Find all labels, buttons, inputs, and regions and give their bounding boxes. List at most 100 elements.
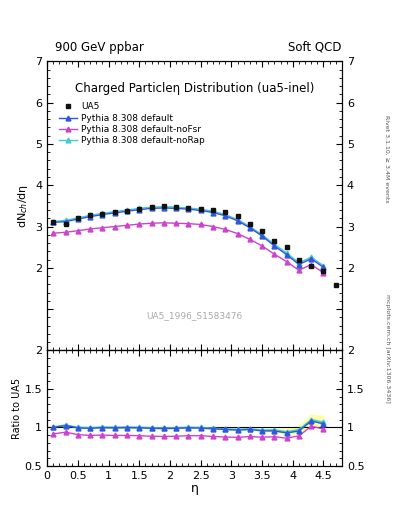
- Pythia 8.308 default: [112, 210, 117, 216]
- X-axis label: η: η: [191, 482, 198, 495]
- Pythia 8.308 default: [198, 207, 203, 214]
- UA5: [75, 215, 80, 221]
- UA5: [198, 206, 203, 212]
- Pythia 8.308 default-noRap: [186, 205, 191, 211]
- Pythia 8.308 default-noRap: [125, 207, 129, 213]
- Pythia 8.308 default-noRap: [284, 250, 289, 256]
- Pythia 8.308 default-noFsr: [248, 236, 252, 242]
- UA5: [63, 221, 68, 227]
- Pythia 8.308 default-noFsr: [198, 221, 203, 227]
- Pythia 8.308 default-noRap: [309, 254, 314, 260]
- Pythia 8.308 default: [162, 205, 166, 211]
- UA5: [186, 205, 191, 211]
- UA5: [297, 258, 301, 264]
- Pythia 8.308 default: [63, 219, 68, 225]
- Pythia 8.308 default-noFsr: [211, 223, 215, 229]
- Pythia 8.308 default: [211, 209, 215, 216]
- Pythia 8.308 default-noFsr: [174, 220, 178, 226]
- Pythia 8.308 default-noRap: [321, 263, 326, 269]
- Pythia 8.308 default: [186, 206, 191, 212]
- Pythia 8.308 default-noRap: [63, 217, 68, 223]
- UA5: [223, 209, 228, 215]
- Pythia 8.308 default: [272, 243, 277, 249]
- Pythia 8.308 default-noFsr: [235, 230, 240, 237]
- Pythia 8.308 default-noRap: [211, 208, 215, 215]
- Pythia 8.308 default-noRap: [223, 211, 228, 218]
- Pythia 8.308 default: [174, 205, 178, 211]
- UA5: [260, 228, 264, 234]
- Text: UA5_1996_S1583476: UA5_1996_S1583476: [147, 311, 242, 320]
- Pythia 8.308 default-noRap: [162, 204, 166, 210]
- Line: UA5: UA5: [51, 203, 338, 288]
- Pythia 8.308 default-noFsr: [321, 270, 326, 276]
- Pythia 8.308 default-noRap: [100, 210, 105, 217]
- Pythia 8.308 default: [260, 233, 264, 239]
- Text: Soft QCD: Soft QCD: [288, 41, 342, 54]
- Pythia 8.308 default-noRap: [260, 232, 264, 238]
- Pythia 8.308 default: [88, 214, 92, 220]
- Pythia 8.308 default-noRap: [51, 219, 56, 225]
- Legend: UA5, Pythia 8.308 default, Pythia 8.308 default-noFsr, Pythia 8.308 default-noRa: UA5, Pythia 8.308 default, Pythia 8.308 …: [57, 101, 207, 147]
- Pythia 8.308 default: [284, 251, 289, 258]
- Pythia 8.308 default-noFsr: [284, 259, 289, 265]
- UA5: [235, 213, 240, 219]
- UA5: [272, 238, 277, 244]
- UA5: [125, 208, 129, 214]
- Text: 900 GeV ppbar: 900 GeV ppbar: [55, 41, 144, 54]
- Pythia 8.308 default: [223, 212, 228, 219]
- Pythia 8.308 default-noFsr: [223, 226, 228, 232]
- Pythia 8.308 default: [75, 216, 80, 222]
- Line: Pythia 8.308 default: Pythia 8.308 default: [51, 205, 326, 270]
- Pythia 8.308 default-noRap: [75, 215, 80, 221]
- UA5: [284, 244, 289, 250]
- Pythia 8.308 default-noFsr: [260, 243, 264, 249]
- UA5: [137, 206, 141, 212]
- Text: Charged Particleη Distribution (ua5-inel): Charged Particleη Distribution (ua5-inel…: [75, 81, 314, 95]
- UA5: [321, 268, 326, 274]
- Pythia 8.308 default: [309, 255, 314, 262]
- Pythia 8.308 default-noRap: [235, 217, 240, 223]
- Pythia 8.308 default-noFsr: [162, 220, 166, 226]
- Text: Rivet 3.1.10, ≥ 3.4M events: Rivet 3.1.10, ≥ 3.4M events: [385, 115, 389, 203]
- Pythia 8.308 default: [51, 219, 56, 225]
- UA5: [174, 204, 178, 210]
- UA5: [112, 209, 117, 215]
- Pythia 8.308 default-noFsr: [88, 226, 92, 232]
- Pythia 8.308 default-noRap: [248, 223, 252, 229]
- UA5: [51, 219, 56, 225]
- Text: mcplots.cern.ch [arXiv:1306.3436]: mcplots.cern.ch [arXiv:1306.3436]: [385, 294, 389, 402]
- Pythia 8.308 default: [149, 205, 154, 211]
- UA5: [248, 221, 252, 227]
- UA5: [309, 263, 314, 269]
- UA5: [162, 203, 166, 209]
- UA5: [100, 211, 105, 217]
- Pythia 8.308 default-noFsr: [63, 229, 68, 236]
- Pythia 8.308 default-noRap: [88, 212, 92, 219]
- Line: Pythia 8.308 default-noFsr: Pythia 8.308 default-noFsr: [51, 220, 326, 275]
- Pythia 8.308 default-noFsr: [309, 262, 314, 268]
- Pythia 8.308 default-noFsr: [125, 222, 129, 228]
- Pythia 8.308 default-noRap: [149, 204, 154, 210]
- Pythia 8.308 default-noFsr: [297, 267, 301, 273]
- Pythia 8.308 default: [248, 225, 252, 231]
- UA5: [211, 207, 215, 213]
- Pythia 8.308 default-noRap: [112, 208, 117, 215]
- Pythia 8.308 default-noFsr: [51, 230, 56, 236]
- Line: Pythia 8.308 default-noRap: Pythia 8.308 default-noRap: [51, 204, 326, 268]
- Y-axis label: Ratio to UA5: Ratio to UA5: [12, 377, 22, 439]
- Pythia 8.308 default: [137, 206, 141, 212]
- UA5: [333, 282, 338, 288]
- Pythia 8.308 default-noRap: [137, 205, 141, 211]
- Pythia 8.308 default-noRap: [297, 260, 301, 266]
- Pythia 8.308 default: [321, 264, 326, 270]
- Pythia 8.308 default: [100, 211, 105, 218]
- Pythia 8.308 default-noRap: [174, 204, 178, 210]
- Pythia 8.308 default-noFsr: [112, 223, 117, 229]
- Pythia 8.308 default-noFsr: [100, 225, 105, 231]
- Pythia 8.308 default-noFsr: [137, 221, 141, 227]
- Pythia 8.308 default-noFsr: [149, 220, 154, 226]
- Pythia 8.308 default: [235, 218, 240, 224]
- UA5: [149, 204, 154, 210]
- Pythia 8.308 default-noRap: [272, 241, 277, 247]
- Pythia 8.308 default: [125, 208, 129, 215]
